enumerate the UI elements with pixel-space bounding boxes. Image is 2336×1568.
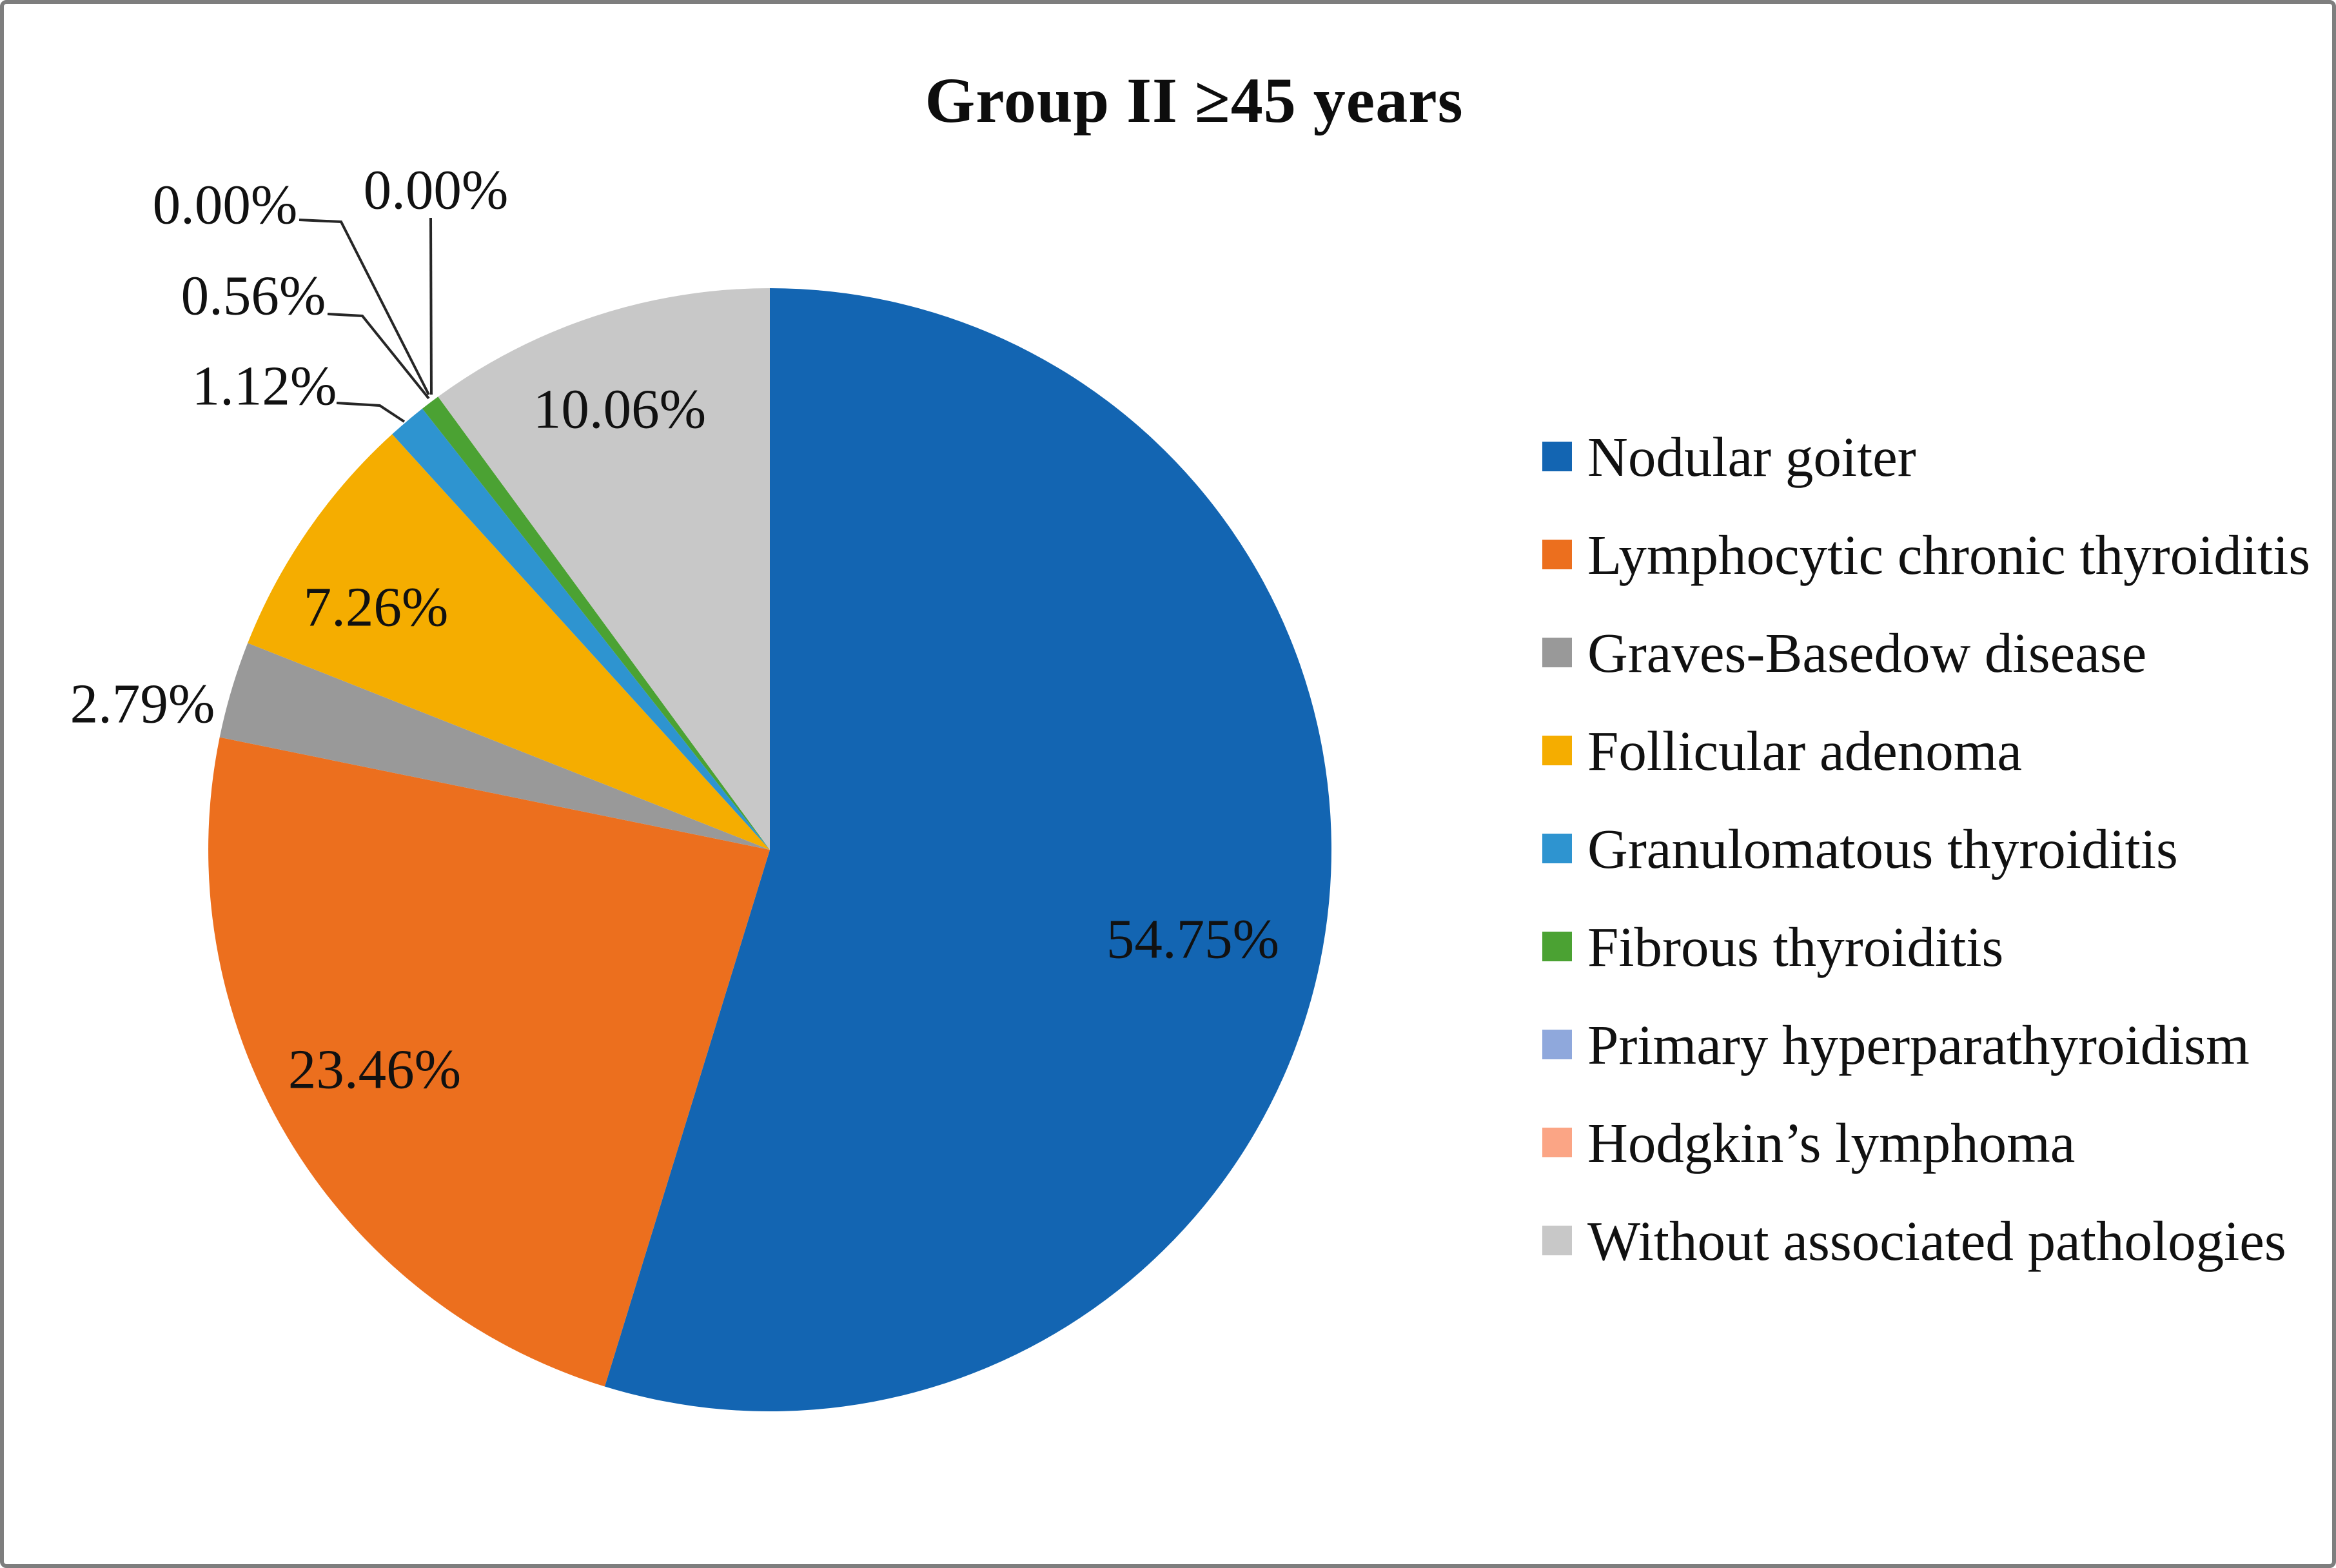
value-label-primary-hyperparathyroidism: 0.00% — [152, 173, 298, 236]
pie-slice-graves-basedow-disease — [219, 643, 770, 850]
legend-label: Fibrous thyroiditis — [1587, 915, 2004, 978]
legend-item-lymphocytic-chronic-thyroiditis: Lymphocytic chronic thyroiditis — [1542, 505, 2310, 603]
pie-chart — [208, 217, 1331, 1411]
legend-swatch-follicular-adenoma — [1542, 736, 1572, 765]
value-label-hodgkin-s-lymphoma: 0.00% — [363, 158, 509, 221]
pie-slice-granulomatous-thyroiditis — [392, 408, 770, 850]
value-label-granulomatous-thyroiditis: 1.12% — [191, 354, 337, 417]
leader-line-primary-hyperparathyroidism — [299, 219, 430, 395]
legend-swatch-without-associated-pathologies — [1542, 1226, 1572, 1255]
pie-slice-without-associated-pathologies — [438, 288, 770, 850]
legend-label: Nodular goiter — [1587, 425, 1916, 488]
legend-swatch-granulomatous-thyroiditis — [1542, 834, 1572, 863]
legend-item-without-associated-pathologies: Without associated pathologies — [1542, 1191, 2310, 1289]
legend-item-granulomatous-thyroiditis: Granulomatous thyroiditis — [1542, 799, 2310, 897]
legend-swatch-hodgkin-s-lymphoma — [1542, 1128, 1572, 1157]
value-label-lymphocytic-chronic-thyroiditis: 23.46% — [288, 1037, 462, 1101]
legend-item-hodgkin-s-lymphoma: Hodgkin’s lymphoma — [1542, 1093, 2310, 1191]
value-label-follicular-adenoma: 7.26% — [303, 575, 449, 638]
pie-slice-lymphocytic-chronic-thyroiditis — [208, 737, 770, 1387]
pie-slice-nodular-goiter — [604, 288, 1331, 1411]
value-label-fibrous-thyroiditis: 0.56% — [181, 264, 326, 327]
legend: Nodular goiter Lymphocytic chronic thyroi… — [1542, 407, 2310, 1289]
legend-swatch-fibrous-thyroiditis — [1542, 932, 1572, 961]
leader-line-granulomatous-thyroiditis — [336, 402, 406, 423]
value-label-nodular-goiter: 54.75% — [1106, 907, 1280, 970]
value-label-without-associated-pathologies: 10.06% — [533, 377, 707, 440]
legend-item-follicular-adenoma: Follicular adenoma — [1542, 701, 2310, 799]
legend-item-nodular-goiter: Nodular goiter — [1542, 407, 2310, 505]
legend-item-graves-basedow-disease: Graves-Basedow disease — [1542, 603, 2310, 701]
legend-label: Granulomatous thyroiditis — [1587, 817, 2178, 880]
leader-line-fibrous-thyroiditis — [327, 313, 430, 400]
pie-slice-follicular-adenoma — [248, 434, 770, 850]
pie-slice-fibrous-thyroiditis — [422, 397, 770, 850]
legend-label: Follicular adenoma — [1587, 719, 2023, 782]
legend-item-fibrous-thyroiditis: Fibrous thyroiditis — [1542, 897, 2310, 995]
legend-label: Hodgkin’s lymphoma — [1587, 1111, 2076, 1174]
legend-swatch-lymphocytic-chronic-thyroiditis — [1542, 540, 1572, 569]
chart-title: Group II ≥45 years — [925, 64, 1464, 136]
legend-swatch-graves-basedow-disease — [1542, 638, 1572, 667]
legend-label: Primary hyperparathyroidism — [1587, 1013, 2250, 1076]
legend-label: Without associated pathologies — [1587, 1209, 2286, 1272]
legend-swatch-primary-hyperparathyroidism — [1542, 1030, 1572, 1059]
legend-label: Graves-Basedow disease — [1587, 621, 2147, 684]
legend-label: Lymphocytic chronic thyroiditis — [1587, 523, 2311, 586]
legend-item-primary-hyperparathyroidism: Primary hyperparathyroidism — [1542, 995, 2310, 1093]
value-label-graves-basedow-disease: 2.79% — [70, 672, 215, 735]
legend-swatch-nodular-goiter — [1542, 442, 1572, 471]
